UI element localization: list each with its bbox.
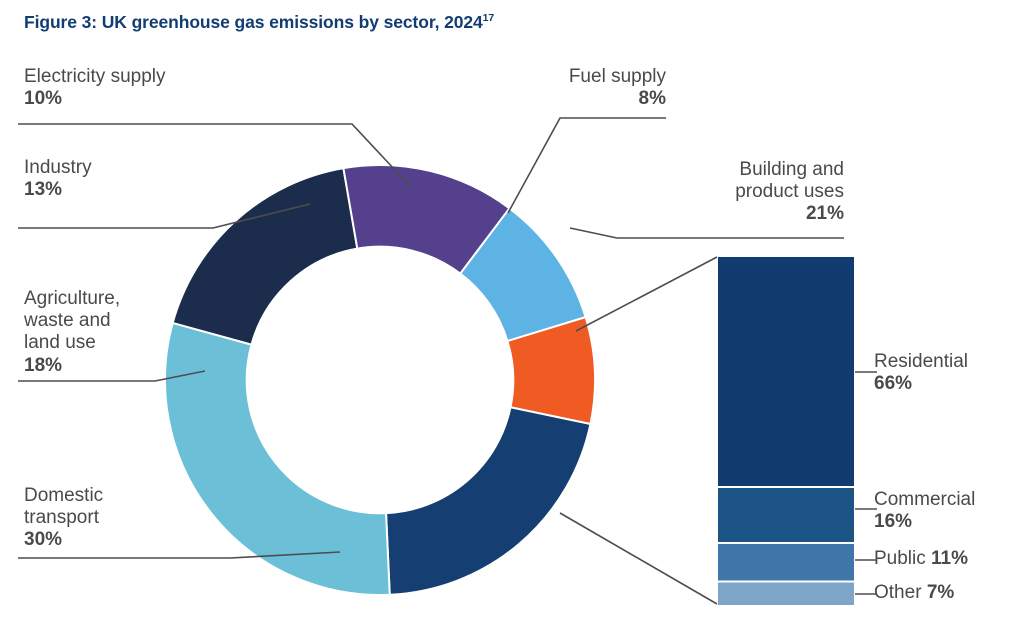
callout-industry: Industry 13% [24,157,92,201]
bar-segment-commercial[interactable] [716,486,856,544]
leader-lines [18,117,877,605]
callout-value-fuel-supply: 8% [638,88,666,110]
bar-segment-other[interactable] [716,580,856,607]
leader-line-building-lower [575,256,718,332]
callout-value-agriculture-waste-land-use: 18% [24,354,63,376]
leader-line-electricity-supply [18,123,411,187]
leader-line-building-upper [569,227,844,239]
figure-title: Figure 3: UK greenhouse gas emissions by… [24,12,494,33]
figure-title-footnote: 17 [482,12,495,25]
callout-label-domestic-transport: Domestic transport [24,485,104,529]
callout-value-electricity-supply: 10% [24,88,63,110]
callout-value-domestic-transport: 30% [24,529,63,551]
bar-value-residential: 66% [874,373,913,395]
leader-line-building-bottom [559,512,718,605]
callout-value-building-and-product-uses: 21% [805,203,844,225]
bar-label-public: Public 11% [874,548,968,570]
callout-label-fuel-supply: Fuel supply [568,66,666,87]
bar-label-text-commercial: Commercial [874,489,976,510]
donut-segment-domestic-transport[interactable] [164,321,391,596]
leader-line-domestic-transport [18,551,341,559]
bar-value-other: 7% [926,582,955,603]
callout-label-electricity-supply: Electricity supply [24,66,166,87]
callout-label-agriculture-waste-land-use: Agriculture, waste and land use [24,288,121,354]
bar-segment-public[interactable] [716,542,856,583]
donut-segment-agriculture-waste-and-land-use[interactable] [171,166,359,346]
bar-segment-residential[interactable] [716,255,856,488]
donut-segment-building-and-product-uses[interactable] [385,406,592,596]
callout-value-industry: 13% [24,179,63,201]
bar-label-text-other: Other [874,582,927,603]
leader-line-agriculture [18,370,206,382]
bar-value-public: 11% [931,548,969,569]
donut-chart [164,164,596,596]
leader-line-industry [18,203,311,229]
callout-building-and-product-uses: Building and product uses 21% [624,159,844,226]
bar-value-commercial: 16% [874,511,913,533]
donut-segment-industry[interactable] [342,164,511,275]
callout-label-building-and-product-uses: Building and product uses [735,159,844,203]
bar-label-text-public: Public [874,548,932,569]
callout-domestic-transport: Domestic transport 30% [24,485,103,552]
callout-agriculture-waste-land-use: Agriculture, waste and land use 18% [24,288,120,377]
bar-label-commercial: Commercial 16% [874,489,975,533]
callout-electricity-supply: Electricity supply 10% [24,66,166,110]
figure-title-text: Figure 3: UK greenhouse gas emissions by… [24,12,483,32]
stacked-bar-breakout [716,255,856,607]
leader-line-fuel-supply [507,117,666,214]
bar-label-residential: Residential 66% [874,351,968,395]
bar-label-text-residential: Residential [874,351,968,372]
bar-label-other: Other 7% [874,582,954,604]
callout-label-industry: Industry [24,157,92,178]
callout-fuel-supply: Fuel supply 8% [466,66,666,110]
